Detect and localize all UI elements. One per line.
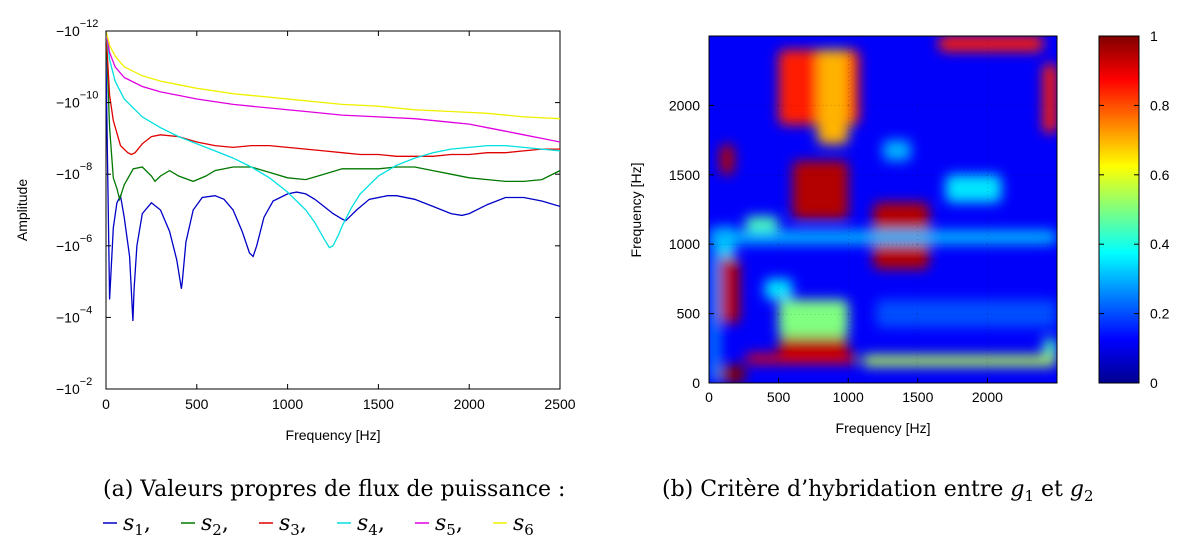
line-chart-x-axis-label: Frequency [Hz] xyxy=(286,427,381,443)
series-line-s3 xyxy=(106,31,560,157)
series-line-s4 xyxy=(106,31,560,249)
colorbar-tick-label: 1 xyxy=(1150,28,1158,44)
heatmap-y-tick-label: 2000 xyxy=(669,97,700,113)
colorbar-tick-label: 0.8 xyxy=(1150,97,1170,113)
legend-label-s3: s3, xyxy=(279,511,307,539)
legend-label-s5: s5, xyxy=(435,511,463,539)
y-tick-label: −10−4 xyxy=(56,304,92,325)
y-tick-label: −10−8 xyxy=(56,161,92,182)
line-chart-y-ticks: −10−12 −10−10 −10−8 −10−6 −10−4 −10−2 xyxy=(56,18,560,397)
line-chart-caption: (a) Valeurs propres de flux de puissance… xyxy=(103,477,565,502)
heatmap-y-axis-label: Frequency [Hz] xyxy=(628,163,644,258)
colorbar xyxy=(1098,35,1140,384)
line-chart-x-ticks: 0 500 1000 1500 2000 2500 xyxy=(102,31,576,412)
series-line-s5 xyxy=(106,31,560,143)
legend-label-s6: s6 xyxy=(513,511,534,539)
colorbar-tick-label: 0.2 xyxy=(1150,306,1170,322)
heatmap-x-tick-label: 0 xyxy=(705,389,713,405)
heatmap-panel: 0 500 1000 1500 2000 0 500 1000 1500 2000 Freque… xyxy=(628,28,1170,505)
legend-label-s1: s1, xyxy=(123,511,151,539)
heatmap-x-tick-label: 500 xyxy=(767,389,791,405)
heatmap-x-ticks: 0 500 1000 1500 2000 xyxy=(705,378,1003,405)
legend-label-s2: s2, xyxy=(201,511,229,539)
colorbar-tick-label: 0.4 xyxy=(1150,236,1170,252)
heatmap-y-tick-label: 1000 xyxy=(669,236,700,252)
series-line-s1 xyxy=(106,59,560,322)
heatmap-y-ticks: 0 500 1000 1500 2000 xyxy=(669,97,714,391)
heatmap-image xyxy=(709,36,1057,383)
y-tick-label: −10−12 xyxy=(56,18,98,39)
heatmap-x-tick-label: 1500 xyxy=(902,389,933,405)
legend-label-s4: s4, xyxy=(357,511,385,539)
x-tick-label: 1500 xyxy=(363,396,394,412)
heatmap-grid xyxy=(709,36,1057,383)
heatmap-y-tick-label: 0 xyxy=(692,375,700,391)
line-chart-panel: 0 500 1000 1500 2000 2500 −10−12−10−10−10−8−1… xyxy=(14,18,576,539)
heatmap-x-tick-label: 2000 xyxy=(972,389,1003,405)
x-tick-label: 2500 xyxy=(544,396,575,412)
colorbar-tick-label: 0 xyxy=(1150,375,1158,391)
y-tick-label: −10−10 xyxy=(56,90,98,111)
line-chart-legend: s1, s2, s3, s4, s5, s6 xyxy=(103,511,534,539)
x-tick-label: 1000 xyxy=(272,396,303,412)
heatmap-y-tick-label: 500 xyxy=(677,306,701,322)
x-tick-label: 500 xyxy=(185,396,209,412)
y-tick-label: −10−2 xyxy=(56,376,92,397)
colorbar-tick-label: 0.6 xyxy=(1150,167,1170,183)
series-line-s6 xyxy=(106,31,560,120)
line-chart-series-group xyxy=(106,31,560,322)
heatmap-x-axis-label: Frequency [Hz] xyxy=(836,420,931,436)
heatmap-x-tick-label: 1000 xyxy=(833,389,864,405)
heatmap-frame xyxy=(708,35,1058,384)
heatmap-y-tick-label: 1500 xyxy=(669,167,700,183)
x-tick-label: 0 xyxy=(102,396,110,412)
heatmap-caption: (b) Critère d’hybridation entre g1 et g2 xyxy=(662,477,1094,505)
colorbar-ticks: 0 0.2 0.4 0.6 0.8 1 xyxy=(1099,28,1170,391)
x-tick-label: 2000 xyxy=(454,396,485,412)
line-chart-plot-area xyxy=(105,30,561,390)
line-chart-y-axis-label: Amplitude xyxy=(14,179,30,241)
y-tick-label: −10−6 xyxy=(56,233,92,254)
heatmap-caption-prefix: (b) Critère d’hybridation entre xyxy=(662,477,1010,502)
